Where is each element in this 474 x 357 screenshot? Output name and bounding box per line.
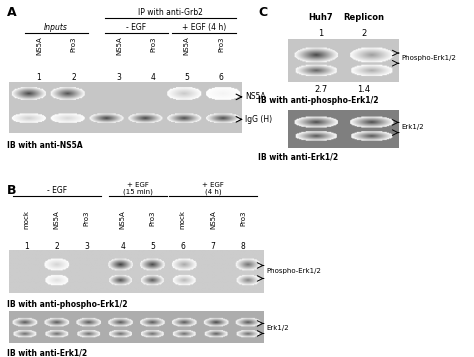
- Text: mock: mock: [180, 211, 186, 230]
- Text: NS5A: NS5A: [184, 37, 190, 55]
- Text: 5: 5: [184, 74, 189, 82]
- Text: A: A: [7, 6, 17, 19]
- Text: Pro3: Pro3: [240, 211, 246, 226]
- Text: Erk1/2: Erk1/2: [266, 326, 289, 331]
- Text: Pro3: Pro3: [218, 37, 224, 52]
- Text: + EGF
(15 min): + EGF (15 min): [123, 182, 153, 196]
- Text: IP with anti-Grb2: IP with anti-Grb2: [137, 8, 202, 17]
- Text: Pro3: Pro3: [150, 37, 156, 52]
- Text: - EGF: - EGF: [126, 22, 146, 32]
- Text: IB with anti-Erk1/2: IB with anti-Erk1/2: [258, 153, 338, 162]
- Text: - EGF: - EGF: [47, 186, 67, 196]
- Text: IB with anti-NS5A: IB with anti-NS5A: [7, 141, 82, 150]
- Text: Phospho-Erk1/2: Phospho-Erk1/2: [266, 268, 321, 275]
- Text: Pro3: Pro3: [84, 211, 90, 226]
- Text: C: C: [258, 6, 267, 19]
- Text: IB with anti-Erk1/2: IB with anti-Erk1/2: [7, 348, 87, 357]
- Text: 1: 1: [24, 242, 29, 251]
- Text: 1: 1: [36, 74, 41, 82]
- Text: 6: 6: [219, 74, 224, 82]
- Text: 2: 2: [361, 29, 366, 37]
- Text: NS5A: NS5A: [36, 37, 42, 55]
- Text: Huh7: Huh7: [309, 14, 333, 22]
- Text: IgG (H): IgG (H): [245, 115, 272, 124]
- Text: 5: 5: [150, 242, 155, 251]
- Text: 1: 1: [319, 29, 324, 37]
- Text: Pro3: Pro3: [70, 37, 76, 52]
- Text: NS5A: NS5A: [120, 211, 126, 229]
- Text: IB with anti-phospho-Erk1/2: IB with anti-phospho-Erk1/2: [258, 96, 378, 105]
- Text: 1.4: 1.4: [357, 85, 371, 94]
- Text: 2: 2: [55, 242, 59, 251]
- Text: NS5A: NS5A: [245, 92, 265, 101]
- Text: NS5A: NS5A: [54, 211, 60, 229]
- Text: NS5A: NS5A: [210, 211, 216, 229]
- Text: NS5A: NS5A: [116, 37, 122, 55]
- Text: 6: 6: [181, 242, 185, 251]
- Text: Erk1/2: Erk1/2: [401, 125, 424, 131]
- Text: + EGF (4 h): + EGF (4 h): [182, 22, 226, 32]
- Text: B: B: [7, 185, 16, 197]
- Text: Replicon: Replicon: [344, 14, 384, 22]
- Text: 2.7: 2.7: [314, 85, 328, 94]
- Text: 3: 3: [84, 242, 89, 251]
- Text: 4: 4: [151, 74, 156, 82]
- Text: 3: 3: [117, 74, 121, 82]
- Text: IB with anti-phospho-Erk1/2: IB with anti-phospho-Erk1/2: [7, 301, 127, 310]
- Text: Pro3: Pro3: [150, 211, 156, 226]
- Text: Phospho-Erk1/2: Phospho-Erk1/2: [401, 55, 456, 61]
- Text: + EGF
(4 h): + EGF (4 h): [202, 182, 224, 196]
- Text: 4: 4: [120, 242, 125, 251]
- Text: 2: 2: [71, 74, 76, 82]
- Text: Inputs: Inputs: [44, 22, 68, 32]
- Text: 7: 7: [210, 242, 215, 251]
- Text: 8: 8: [240, 242, 245, 251]
- Text: mock: mock: [24, 211, 30, 230]
